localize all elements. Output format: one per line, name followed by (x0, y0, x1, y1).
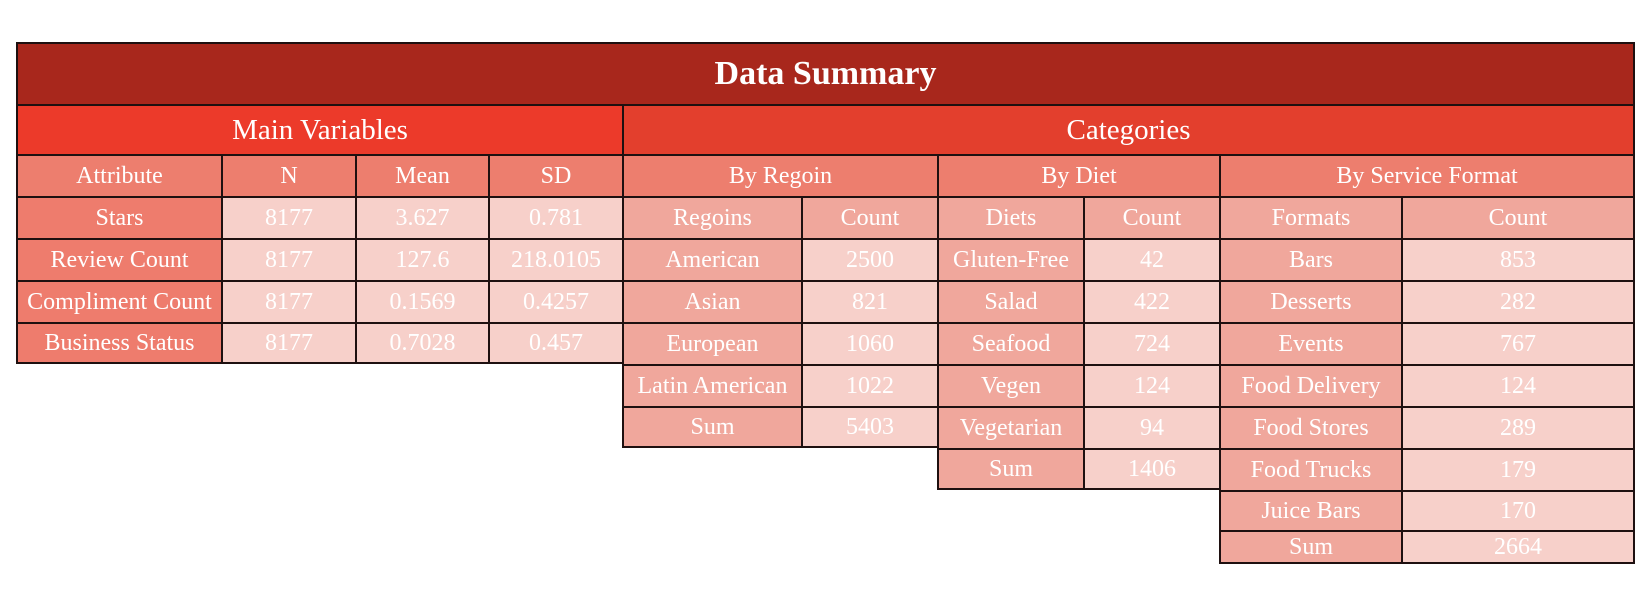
table-cell: 8177 (221, 196, 357, 240)
row-label-stars: Stars (16, 196, 223, 240)
service-count: 767 (1401, 322, 1635, 366)
diet-count: 124 (1083, 364, 1221, 408)
group-header-diet: By Diet (937, 154, 1221, 198)
diet-label: Seafood (937, 322, 1085, 366)
subheader-service-count: Count (1401, 196, 1635, 240)
row-label-review-count: Review Count (16, 238, 223, 282)
table-cell: 0.4257 (488, 280, 624, 324)
region-label: European (622, 322, 803, 366)
region-count: 2500 (801, 238, 939, 282)
subheader-diets: Diets (937, 196, 1085, 240)
main-variables-header: Main Variables (16, 104, 624, 156)
service-label: Bars (1219, 238, 1403, 282)
table-cell: 3.627 (355, 196, 490, 240)
service-label: Food Delivery (1219, 364, 1403, 408)
region-sum-count: 5403 (801, 406, 939, 448)
subheader-formats: Formats (1219, 196, 1403, 240)
diet-count: 94 (1083, 406, 1221, 450)
diet-label: Vegetarian (937, 406, 1085, 450)
diet-label: Gluten-Free (937, 238, 1085, 282)
service-label: Food Trucks (1219, 448, 1403, 492)
diet-label: Vegen (937, 364, 1085, 408)
table-cell: 127.6 (355, 238, 490, 282)
region-sum-label: Sum (622, 406, 803, 448)
service-count: 853 (1401, 238, 1635, 282)
service-count: 179 (1401, 448, 1635, 492)
table-cell: 0.781 (488, 196, 624, 240)
categories-header: Categories (622, 104, 1635, 156)
col-header-mean: Mean (355, 154, 490, 198)
table-cell: 8177 (221, 238, 357, 282)
subheader-region-count: Count (801, 196, 939, 240)
table-cell: 0.457 (488, 322, 624, 364)
row-label-business-status: Business Status (16, 322, 223, 364)
diet-count: 422 (1083, 280, 1221, 324)
diet-count: 42 (1083, 238, 1221, 282)
diet-sum-label: Sum (937, 448, 1085, 490)
service-label: Desserts (1219, 280, 1403, 324)
table-cell: 0.1569 (355, 280, 490, 324)
service-count: 170 (1401, 490, 1635, 532)
service-sum-count: 2664 (1401, 530, 1635, 564)
table-title: Data Summary (16, 42, 1635, 106)
region-count: 821 (801, 280, 939, 324)
group-header-service: By Service Format (1219, 154, 1635, 198)
region-label: American (622, 238, 803, 282)
table-cell: 8177 (221, 322, 357, 364)
service-count: 282 (1401, 280, 1635, 324)
region-count: 1022 (801, 364, 939, 408)
row-label-compliment-count: Compliment Count (16, 280, 223, 324)
region-count: 1060 (801, 322, 939, 366)
col-header-n: N (221, 154, 357, 198)
service-count: 124 (1401, 364, 1635, 408)
table-cell: 0.7028 (355, 322, 490, 364)
region-label: Latin American (622, 364, 803, 408)
service-count: 289 (1401, 406, 1635, 450)
service-label: Juice Bars (1219, 490, 1403, 532)
service-label: Events (1219, 322, 1403, 366)
group-header-region: By Regoin (622, 154, 939, 198)
diet-label: Salad (937, 280, 1085, 324)
region-label: Asian (622, 280, 803, 324)
col-header-attribute: Attribute (16, 154, 223, 198)
subheader-diet-count: Count (1083, 196, 1221, 240)
subheader-regions: Regoins (622, 196, 803, 240)
table-cell: 8177 (221, 280, 357, 324)
col-header-sd: SD (488, 154, 624, 198)
diet-sum-count: 1406 (1083, 448, 1221, 490)
diet-count: 724 (1083, 322, 1221, 366)
service-sum-label: Sum (1219, 530, 1403, 564)
table-cell: 218.0105 (488, 238, 624, 282)
service-label: Food Stores (1219, 406, 1403, 450)
